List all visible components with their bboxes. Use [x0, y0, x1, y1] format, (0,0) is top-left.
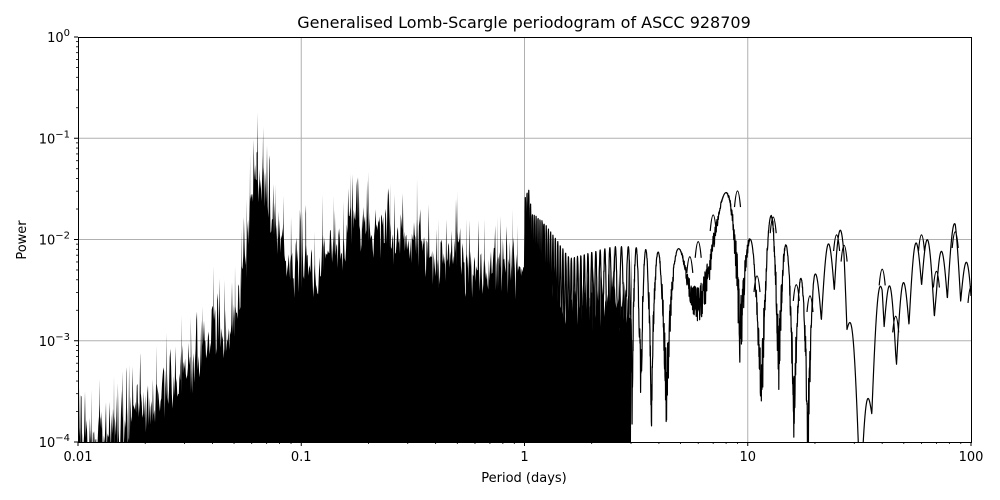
y-tick-label: 10−4 — [39, 433, 70, 451]
x-tick-label: 10 — [739, 450, 756, 465]
y-axis-label: Power — [15, 220, 30, 260]
y-tick-label: 10−2 — [39, 231, 70, 249]
x-tick-label: 0.01 — [64, 450, 93, 465]
y-tick-label: 100 — [47, 28, 70, 46]
y-tick-label: 10−1 — [39, 129, 70, 147]
dense-noise-fill — [78, 112, 632, 442]
chart-title: Generalised Lomb-Scargle periodogram of … — [297, 13, 751, 32]
x-axis-label: Period (days) — [481, 471, 567, 486]
y-axis: 10−4 10−3 10−2 10−1 100 — [39, 28, 78, 451]
x-tick-label: 1 — [520, 450, 528, 465]
x-axis: 0.01 0.1 1 10 100 — [64, 442, 984, 465]
y-tick-label: 10−3 — [39, 332, 70, 350]
x-tick-label: 0.1 — [291, 450, 312, 465]
x-tick-label: 100 — [959, 450, 984, 465]
periodogram-curve — [523, 189, 971, 442]
